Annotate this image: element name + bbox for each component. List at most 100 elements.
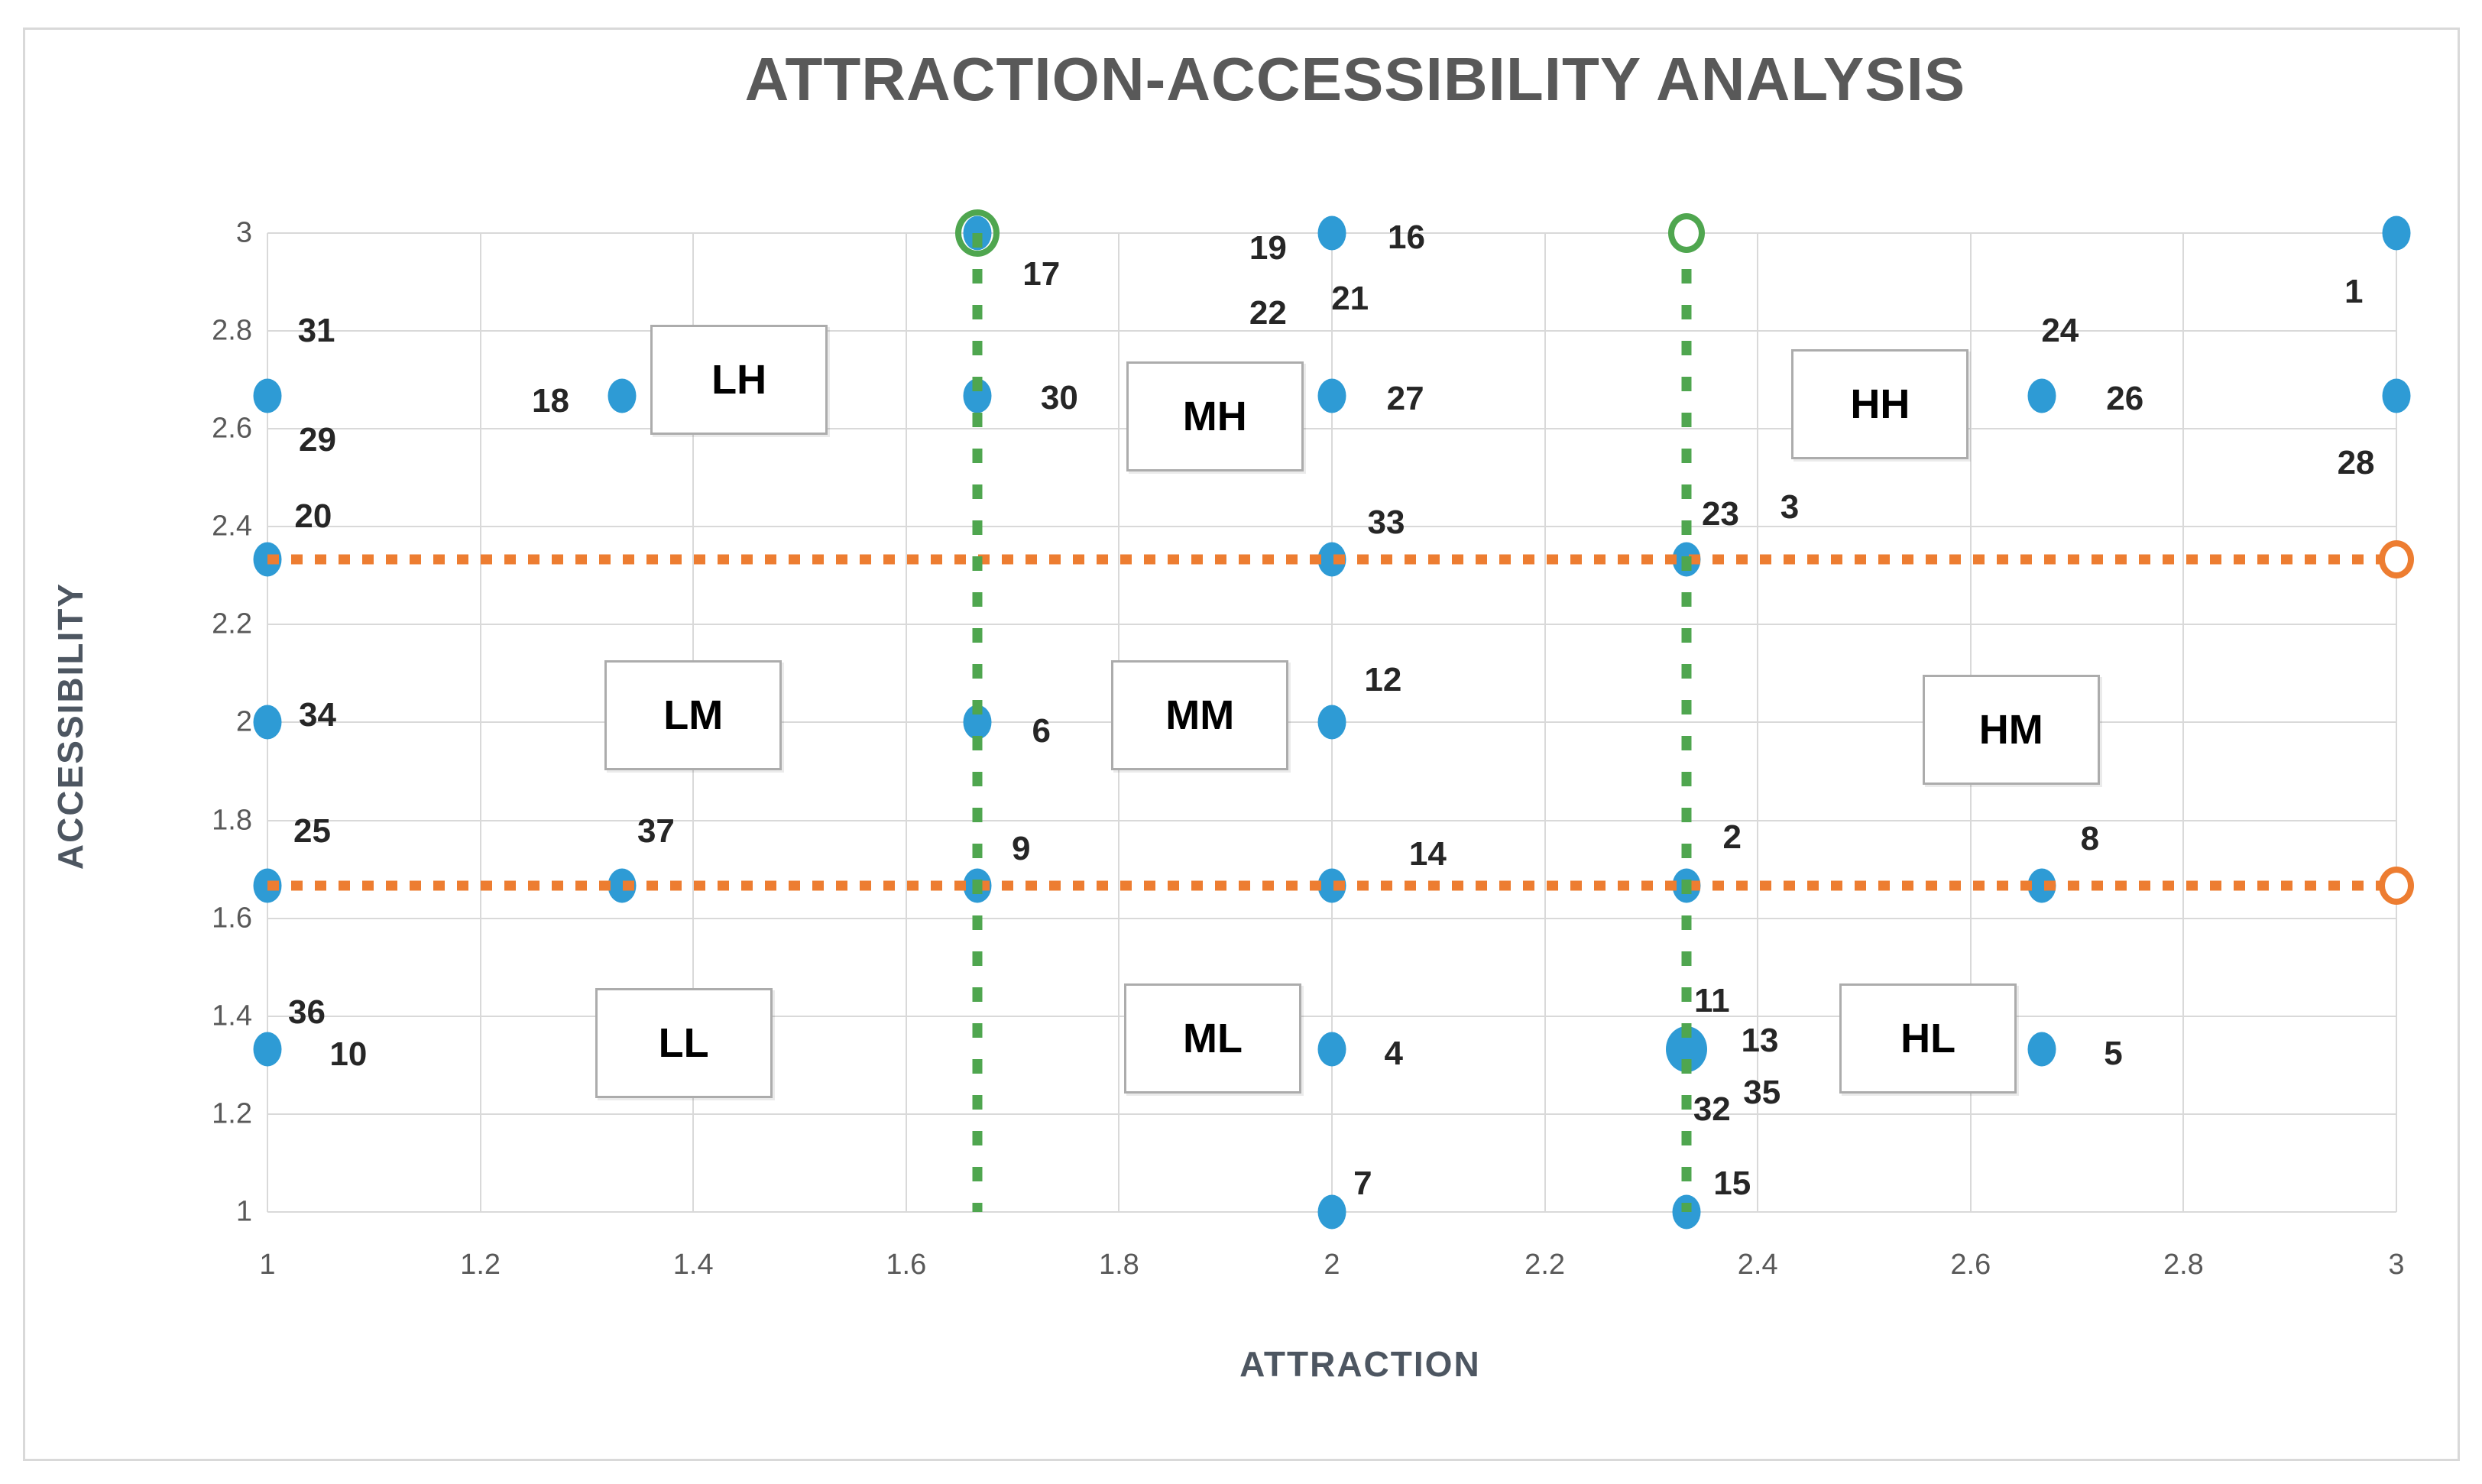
data-point-label: 31 [297, 312, 335, 350]
data-point-label: 24 [2041, 312, 2079, 350]
data-point-label: 29 [298, 420, 336, 458]
data-point [253, 1032, 282, 1067]
y-tick-label: 1.2 [212, 1097, 252, 1130]
data-point-label: 17 [1022, 255, 1061, 293]
y-tick-label: 2.4 [212, 510, 252, 543]
threshold-line-horizontal [267, 880, 2396, 891]
gridline-horizontal [267, 917, 2396, 919]
y-tick-label: 3 [235, 216, 252, 249]
data-point-label: 22 [1249, 294, 1287, 332]
data-point [2027, 1032, 2056, 1067]
data-point [1317, 1194, 1346, 1230]
zone-box-hm: HM [1922, 675, 2100, 786]
data-point [1317, 215, 1346, 251]
zone-box-mm: MM [1111, 659, 1289, 770]
zone-box-mh: MH [1126, 361, 1304, 472]
data-point-label: 4 [1384, 1035, 1404, 1073]
y-tick-label: 1.6 [212, 902, 252, 935]
gridline-horizontal [267, 624, 2396, 626]
zone-box-ml: ML [1123, 983, 1301, 1094]
data-point-label: 18 [532, 382, 570, 420]
data-point-label: 13 [1741, 1021, 1779, 1059]
data-point-label: 8 [2080, 819, 2100, 857]
gridline-horizontal [267, 1113, 2396, 1115]
y-tick-label: 1 [235, 1195, 252, 1228]
green-ring-marker [955, 209, 1000, 257]
gridline-vertical [2396, 232, 2397, 1212]
x-tick-label: 1.4 [672, 1248, 714, 1281]
data-point-label: 5 [2104, 1035, 2123, 1073]
x-tick-label: 1 [259, 1248, 276, 1281]
gridline-horizontal [267, 819, 2396, 821]
data-point-label: 21 [1331, 279, 1369, 317]
y-tick-label: 2 [235, 705, 252, 738]
data-point-label: 9 [1011, 829, 1031, 867]
chart-title: ATTRACTION-ACCESSIBILITY ANALYSIS [744, 45, 1966, 113]
threshold-line-vertical [972, 232, 983, 1212]
x-tick-label: 1.6 [886, 1248, 927, 1281]
gridline-horizontal [267, 1015, 2396, 1017]
data-point-label: 20 [294, 497, 332, 536]
data-point-label: 32 [1693, 1090, 1731, 1129]
data-point-label: 12 [1364, 661, 1402, 699]
green-open-circle-marker [1667, 212, 1705, 253]
data-point [2382, 378, 2411, 413]
x-tick-label: 3 [2388, 1248, 2405, 1281]
data-point [1317, 1032, 1346, 1067]
data-point [608, 378, 637, 413]
y-tick-label: 2.2 [212, 608, 252, 640]
data-point-label: 26 [2106, 380, 2144, 418]
data-point-label: 11 [1694, 981, 1730, 1019]
data-point-label: 10 [329, 1035, 368, 1074]
data-point-label: 25 [293, 812, 331, 851]
x-tick-label: 2.6 [1950, 1248, 1991, 1281]
data-point-label: 14 [1408, 835, 1447, 873]
data-point-label: 15 [1713, 1164, 1751, 1202]
x-tick-label: 2.8 [2163, 1248, 2204, 1281]
orange-open-circle-marker [2379, 540, 2414, 579]
data-point-label: 34 [298, 695, 336, 734]
data-point [2382, 215, 2411, 251]
y-tick-label: 1.4 [212, 1000, 252, 1032]
x-tick-label: 1.8 [1098, 1248, 1139, 1281]
data-point-label: 19 [1249, 229, 1287, 267]
threshold-line-vertical [1681, 232, 1692, 1212]
x-tick-label: 1.2 [460, 1248, 501, 1281]
zone-box-hl: HL [1839, 983, 2017, 1094]
data-point-label: 1 [2344, 272, 2364, 310]
data-point-label: 2 [1722, 818, 1742, 856]
zone-box-lm: LM [604, 659, 783, 770]
x-tick-label: 2.2 [1525, 1248, 1566, 1281]
data-point [253, 705, 282, 740]
data-point-label: 30 [1040, 378, 1078, 416]
data-point-label: 27 [1386, 380, 1424, 418]
y-tick-label: 2.8 [212, 314, 252, 347]
gridline-horizontal [267, 330, 2396, 332]
data-point-label: 33 [1367, 504, 1405, 542]
data-point [1317, 705, 1346, 740]
data-point-label: 3 [1780, 488, 1800, 526]
threshold-line-horizontal [267, 554, 2396, 565]
zone-box-lh: LH [650, 325, 828, 436]
data-point-label: 6 [1032, 712, 1051, 750]
data-point-label: 16 [1388, 219, 1425, 257]
gridline-horizontal [267, 526, 2396, 528]
data-point-label: 23 [1701, 495, 1739, 533]
data-point-label: 35 [1743, 1073, 1781, 1111]
data-point [1317, 378, 1346, 413]
gridline-horizontal [267, 428, 2396, 430]
plot-area: 1 1.2 1.4 1.6 1.8 2 2.2 2.4 2.6 2.8 3 3 2.8 2.6 2.4 2.2… [212, 209, 2414, 1281]
data-point-label: 36 [288, 993, 326, 1031]
x-axis-title: ATTRACTION [1239, 1344, 1481, 1384]
data-point-label: 7 [1353, 1164, 1372, 1202]
x-tick-label: 2 [1324, 1248, 1340, 1281]
orange-open-circle-marker [2379, 866, 2414, 905]
y-tick-label: 1.8 [212, 804, 252, 837]
y-tick-label: 2.6 [212, 412, 252, 445]
zone-box-ll: LL [595, 988, 773, 1098]
x-tick-label: 2.4 [1737, 1248, 1778, 1281]
data-point [253, 378, 282, 413]
y-axis-title: ACCESSIBILITY [50, 582, 90, 870]
data-point [2027, 378, 2056, 413]
